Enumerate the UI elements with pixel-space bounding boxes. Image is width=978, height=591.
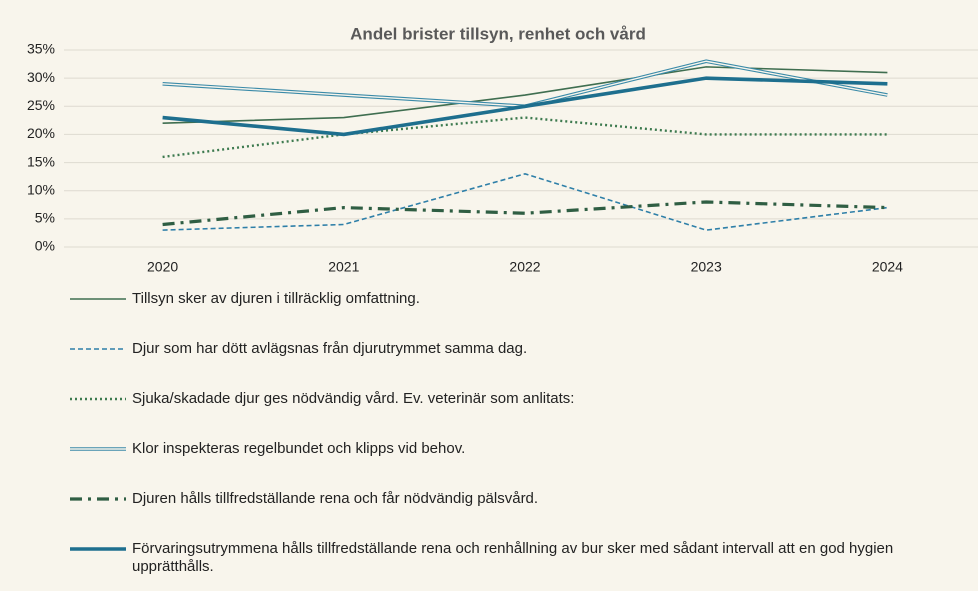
x-tick-label: 2021	[328, 259, 359, 275]
legend-entry: Djuren hålls tillfredställande rena och …	[68, 490, 968, 540]
y-tick-label: 5%	[35, 210, 55, 226]
y-tick-label: 20%	[27, 125, 55, 141]
y-tick-label: 15%	[27, 153, 55, 169]
legend-entry: Djur som har dött avlägsnas från djurutr…	[68, 340, 968, 390]
y-tick-label: 35%	[27, 41, 55, 57]
legend-sample	[70, 298, 126, 300]
legend-label: Tillsyn sker av djuren i tillräcklig omf…	[132, 290, 420, 307]
legend: Tillsyn sker av djuren i tillräcklig omf…	[68, 290, 968, 590]
series-line	[162, 172, 888, 231]
line-inner	[162, 60, 888, 107]
plot: Andel brister tillsyn, renhet och vård 0…	[27, 24, 978, 275]
y-tick-label: 25%	[27, 97, 55, 113]
legend-sample	[70, 497, 126, 501]
legend-label: Förvaringsutrymmena hålls tillfredställa…	[132, 540, 894, 575]
y-tick-label: 0%	[35, 238, 55, 254]
chart-title: Andel brister tillsyn, renhet och vård	[350, 24, 646, 43]
legend-sample	[70, 547, 126, 551]
legend-sample	[70, 397, 126, 401]
legend-label: Sjuka/skadade djur ges nödvändig vård. E…	[132, 390, 575, 407]
series-line	[162, 76, 888, 137]
series-line	[162, 59, 888, 109]
legend-entry: Klor inspekteras regelbundet och klipps …	[68, 440, 968, 490]
y-tick-label: 10%	[27, 181, 55, 197]
series-line	[162, 116, 888, 159]
legend-label: Djuren hålls tillfredställande rena och …	[132, 490, 539, 507]
x-tick-label: 2023	[691, 259, 722, 275]
legend-entry: Tillsyn sker av djuren i tillräcklig omf…	[68, 290, 968, 340]
y-tick-label: 30%	[27, 69, 55, 85]
x-tick-label: 2022	[509, 259, 540, 275]
legend-sample	[70, 348, 126, 350]
legend-entry: Sjuka/skadade djur ges nödvändig vård. E…	[68, 390, 968, 440]
legend-sample	[70, 447, 126, 451]
series-line	[162, 66, 888, 124]
series-line	[162, 200, 888, 227]
legend-label: Klor inspekteras regelbundet och klipps …	[132, 440, 466, 457]
x-tick-label: 2020	[147, 259, 178, 275]
x-tick-label: 2024	[872, 259, 903, 275]
legend-label: Djur som har dött avlägsnas från djurutr…	[132, 340, 528, 357]
legend-entry: Förvaringsutrymmena hålls tillfredställa…	[68, 540, 968, 590]
